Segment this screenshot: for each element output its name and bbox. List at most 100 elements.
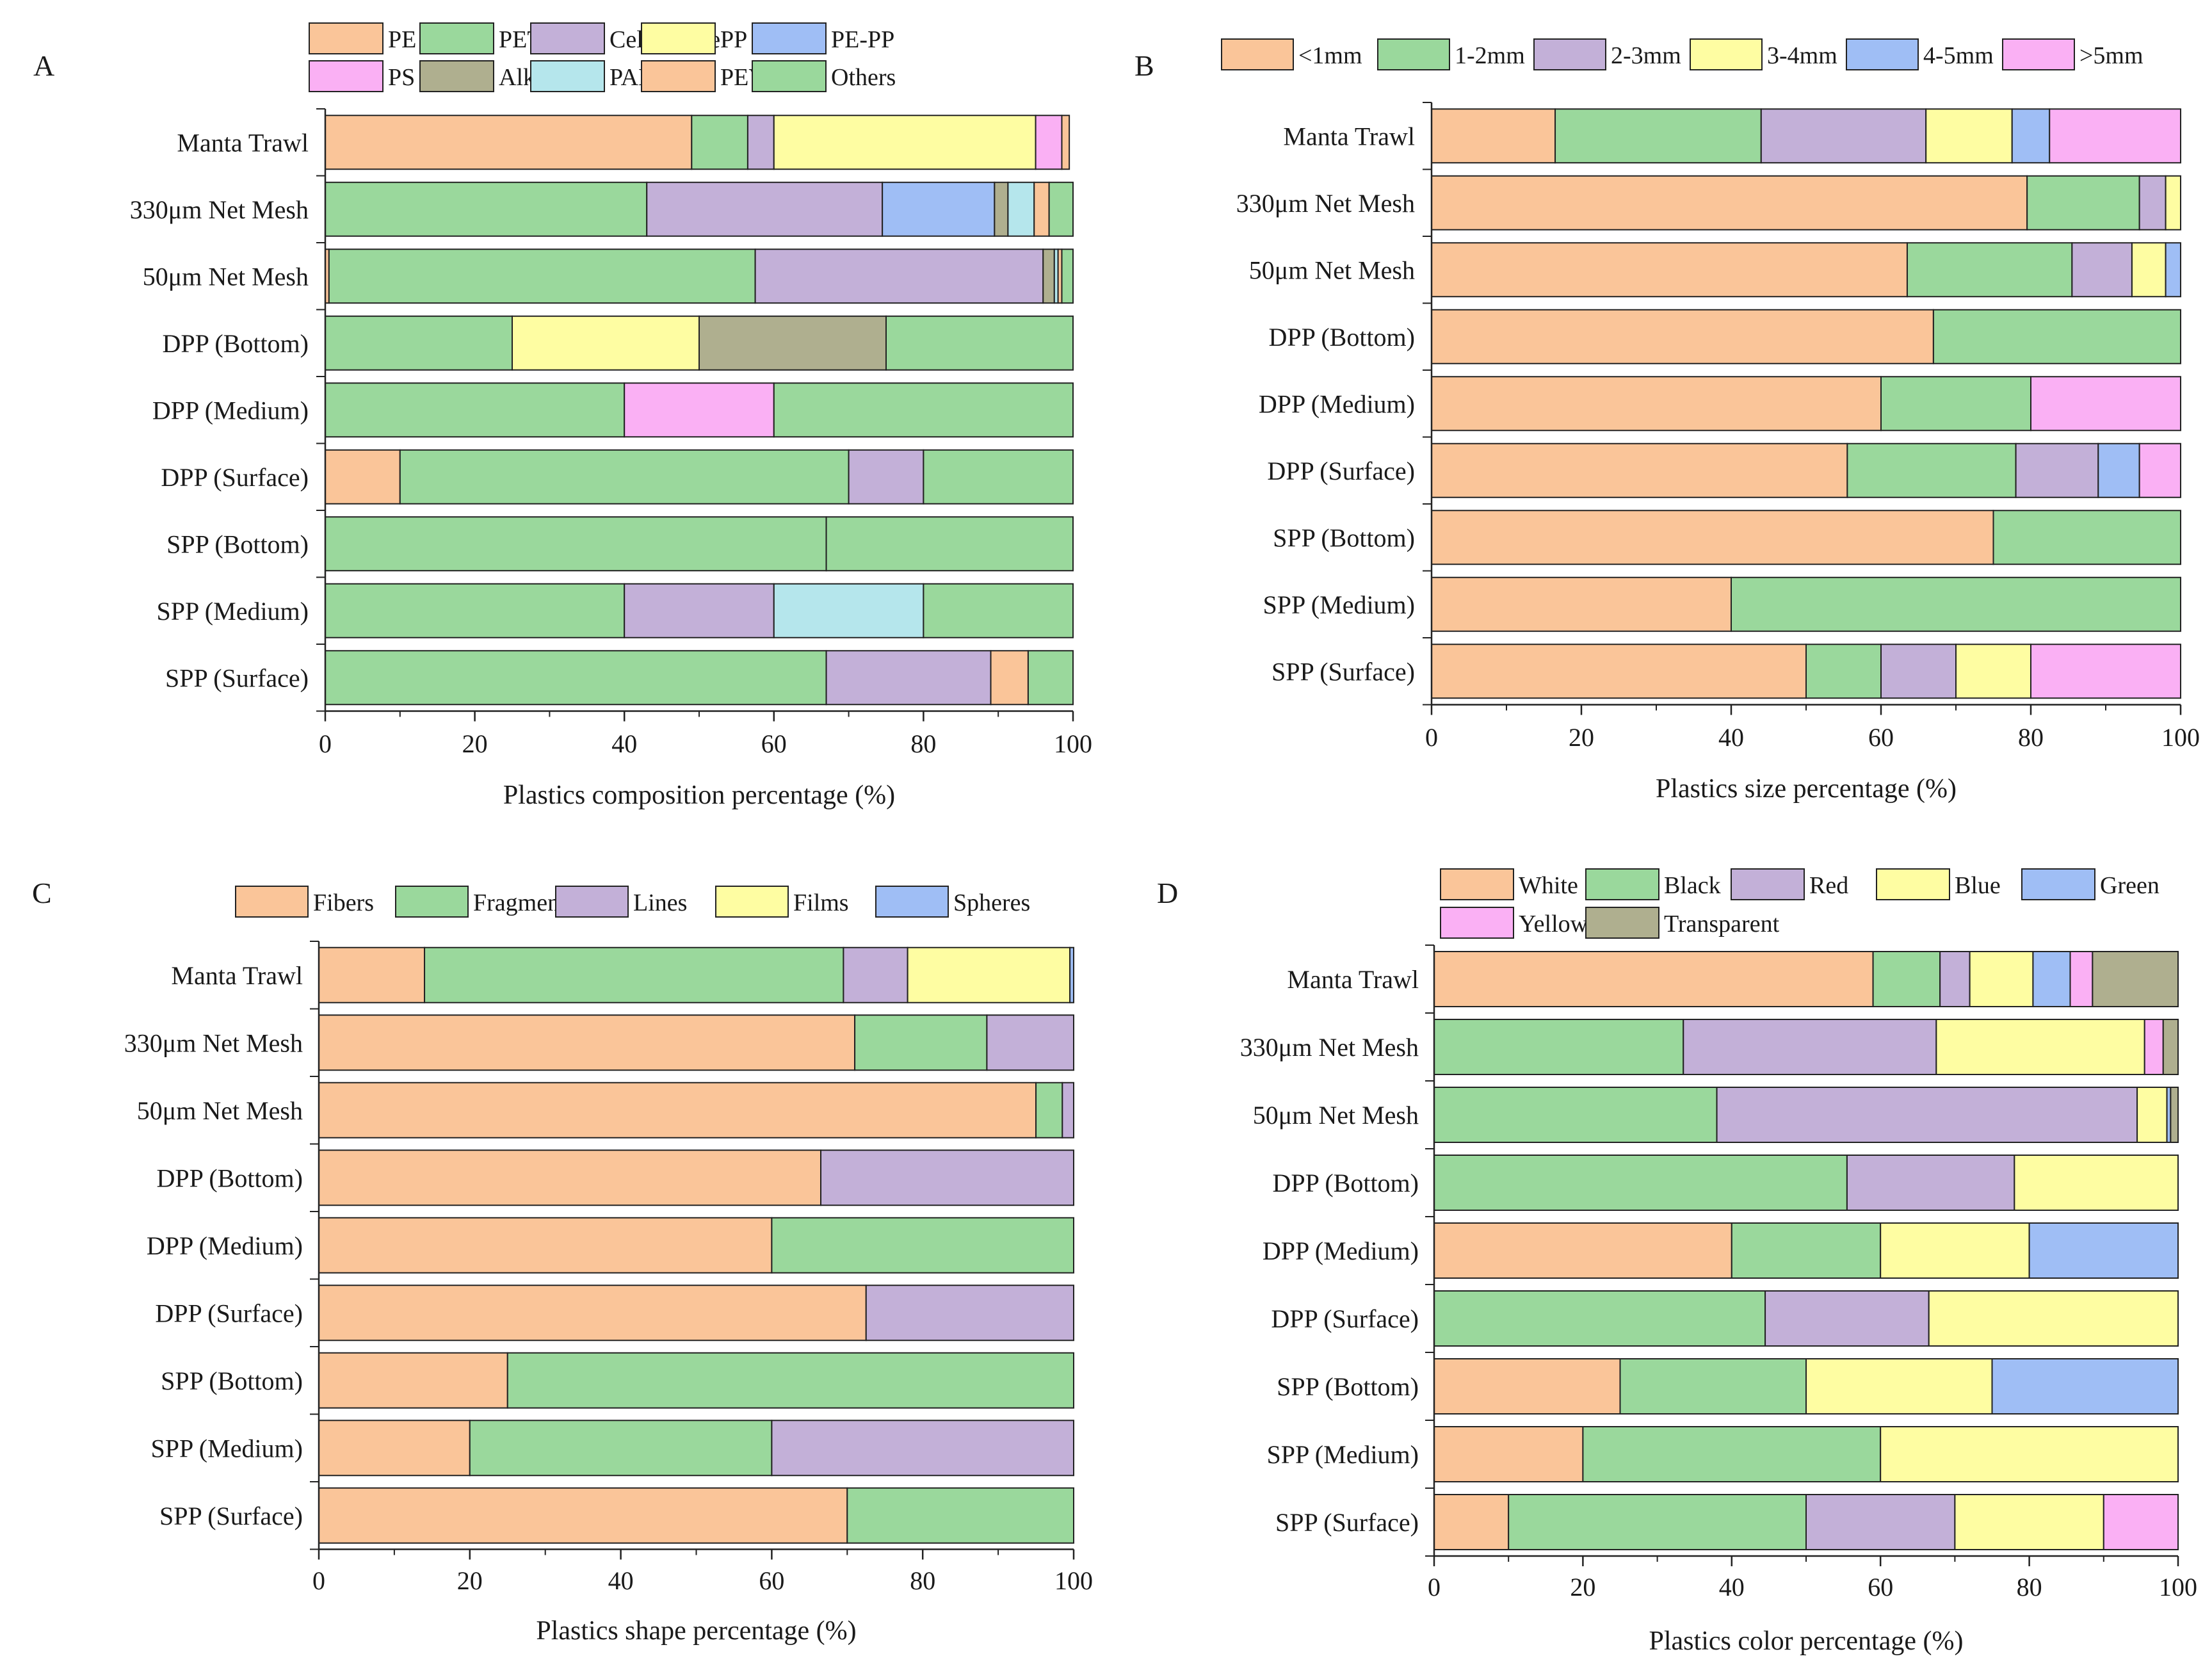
category-label: SPP (Medium): [1263, 590, 1415, 619]
bar-segment-b-7-1: [1731, 576, 2181, 632]
bar-segment-a-7-2: [624, 583, 775, 638]
legend-swatch: [1731, 868, 1805, 900]
category-label: DPP (Surface): [1267, 457, 1415, 485]
bar-segment-b-2-2: [2071, 242, 2133, 298]
category-label: DPP (Medium): [147, 1231, 303, 1260]
legend-label: Green: [2100, 872, 2160, 899]
legend-swatch: [641, 60, 716, 92]
bar-segment-c-2-1: [1035, 1082, 1063, 1139]
legend-swatch: [2002, 38, 2075, 70]
x-tick-label: 60: [1868, 1573, 1893, 1601]
legend-swatch: [2021, 868, 2095, 900]
bar-segment-a-2-1: [328, 248, 756, 304]
x-tick-label: 0: [319, 729, 332, 758]
bar-segment-a-6-1: [325, 516, 827, 572]
legend-swatch: [1585, 907, 1659, 939]
legend-label: Yellow: [1519, 911, 1588, 937]
legend-swatch: [309, 60, 383, 92]
bar-segment-d-1-3: [1935, 1019, 2145, 1075]
bar-segment-d-8-0: [1433, 1494, 1510, 1550]
legend-label: White: [1519, 872, 1578, 899]
bar-segment-b-8-2: [1880, 644, 1957, 699]
x-tick-label: 40: [1719, 1573, 1745, 1601]
legend-label: >5mm: [2079, 42, 2143, 69]
legend-swatch: [1440, 868, 1514, 900]
bar-segment-d-3-2: [1846, 1155, 2015, 1211]
bar-segment-c-0-1: [424, 946, 844, 1003]
bar-segment-a-0-8: [1061, 115, 1070, 170]
x-tick-label: 20: [462, 729, 488, 758]
bar-segment-b-2-3: [2131, 242, 2167, 298]
bar-segment-c-6-0: [318, 1352, 508, 1409]
x-tick-label: 80: [2018, 723, 2044, 752]
legend: Fibers Fragments Lines Films Spheres: [235, 886, 1030, 918]
legend-label: 1-2mm: [1455, 42, 1525, 69]
legend-swatch: [309, 22, 383, 54]
bar-segment-b-1-2: [2138, 175, 2167, 231]
bar-segment-b-5-1: [1846, 442, 2017, 498]
panel-b: B Manta Trawl 330μm Net Mesh 50μm Net Mesh D…: [1134, 38, 2200, 804]
bar-segment-c-5-2: [865, 1285, 1075, 1342]
bar-segment-b-5-2: [2015, 442, 2099, 498]
category-label: SPP (Medium): [1267, 1440, 1419, 1469]
bar-segment-d-0-2: [1939, 951, 1971, 1007]
bar-segment-a-1-4: [882, 181, 996, 237]
bar-segment-b-4-5: [2030, 376, 2181, 432]
bar-segment-d-1-1: [1433, 1019, 1684, 1075]
category-label: SPP (Surface): [165, 663, 309, 692]
bar-segment-d-0-6: [2092, 951, 2179, 1007]
bar-segment-c-7-2: [771, 1420, 1075, 1477]
legend-swatch: [395, 886, 469, 918]
bar-segment-d-8-3: [1954, 1494, 2104, 1550]
legend-swatch: [235, 886, 309, 918]
bar-segment-c-2-2: [1062, 1082, 1074, 1139]
bar-segment-d-8-2: [1805, 1494, 1956, 1550]
bar-segment-a-0-2: [747, 115, 775, 170]
bar-segment-c-0-0: [318, 946, 426, 1003]
bar-segment-c-8-1: [846, 1487, 1075, 1544]
bar-segment-a-4-9: [773, 382, 1074, 438]
legend-label: 3-4mm: [1767, 42, 1837, 69]
bar-segment-a-0-0: [325, 115, 693, 170]
bar-segment-a-0-1: [691, 115, 748, 170]
bar-segment-c-5-0: [318, 1285, 867, 1342]
bar-segment-d-2-1: [1433, 1087, 1718, 1143]
x-tick-label: 100: [2159, 1573, 2197, 1601]
bar-segment-d-0-3: [1969, 951, 2034, 1007]
legend-label: PP: [720, 26, 747, 53]
bar-segment-d-4-1: [1731, 1222, 1882, 1279]
category-label: DPP (Surface): [155, 1299, 303, 1327]
bar-segment-d-5-1: [1433, 1290, 1766, 1347]
legend-label: Fibers: [313, 889, 374, 916]
bar-segment-b-1-3: [2165, 175, 2182, 231]
bar-segment-d-0-5: [2069, 951, 2094, 1007]
category-label: 50μm Net Mesh: [1249, 255, 1415, 284]
category-label: Manta Trawl: [177, 128, 309, 157]
bar-segment-b-2-1: [1906, 242, 2073, 298]
bar-segment-a-7-7: [773, 583, 924, 638]
bar-segment-c-1-0: [318, 1014, 856, 1071]
x-tick-label: 40: [611, 729, 637, 758]
bars: [318, 946, 1075, 1544]
bar-segment-b-8-5: [2030, 644, 2181, 699]
bar-segment-b-2-4: [2165, 242, 2182, 298]
bar-segment-a-1-1: [325, 181, 648, 237]
bar-segment-b-4-1: [1880, 376, 2031, 432]
bar-segment-b-0-1: [1554, 108, 1762, 164]
bar-segment-a-5-0: [325, 449, 401, 505]
legend-swatch: [1221, 38, 1294, 70]
bar-segment-a-8-1: [325, 650, 827, 706]
legend-label: PS: [388, 64, 415, 91]
bar-segment-a-4-1: [325, 382, 626, 438]
category-label: 50μm Net Mesh: [137, 1096, 303, 1125]
x-axis-label: Plastics size percentage (%): [1656, 774, 1957, 804]
category-label: SPP (Surface): [1275, 1508, 1419, 1537]
bar-segment-a-2-2: [754, 248, 1044, 304]
category-label: SPP (Bottom): [166, 530, 309, 558]
legend-label: Black: [1664, 872, 1721, 899]
panel-letter: B: [1134, 49, 1154, 82]
bar-segment-d-1-2: [1683, 1019, 1937, 1075]
bar-segment-b-8-1: [1805, 644, 1882, 699]
x-tick-label: 0: [312, 1566, 325, 1595]
legend-label: PE-PP: [831, 26, 894, 53]
